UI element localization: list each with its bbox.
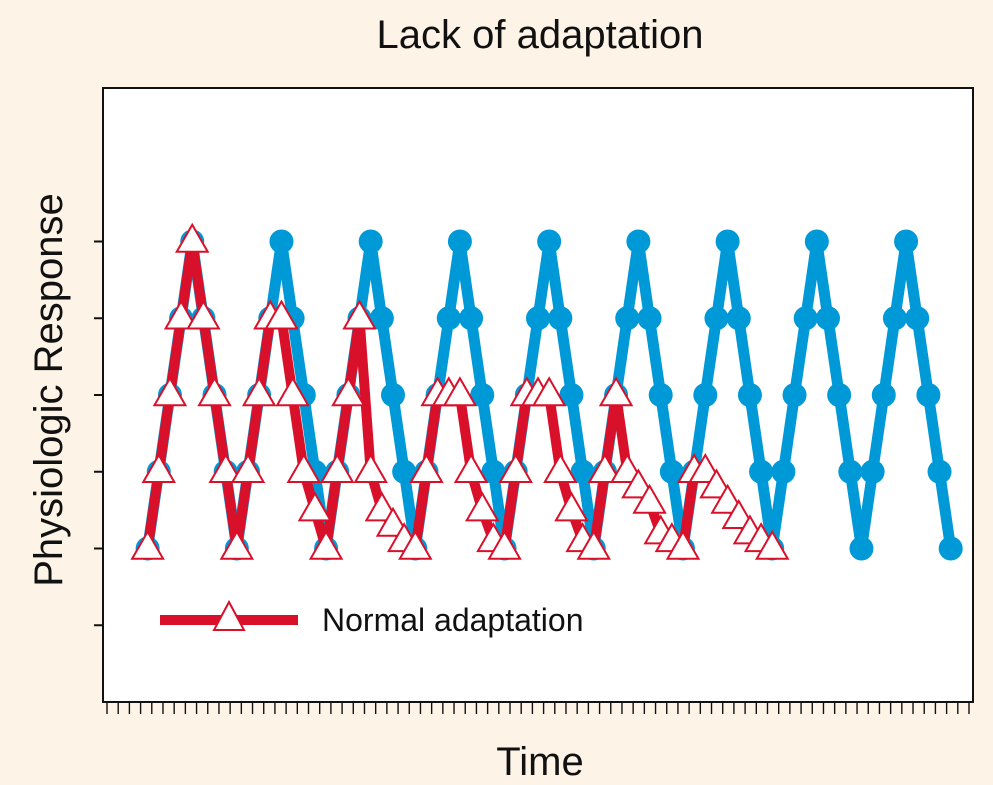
data-point-circle — [916, 383, 941, 407]
data-point-circle — [648, 383, 673, 407]
legend: Normal adaptation — [160, 599, 583, 638]
data-point-circle — [871, 383, 896, 407]
data-point-circle — [860, 459, 885, 484]
data-point-triangle — [264, 299, 299, 330]
data-point-triangle — [587, 453, 623, 484]
data-point-circle — [782, 383, 807, 407]
series-layer — [130, 222, 963, 561]
data-point-circle — [637, 306, 662, 331]
legend-label: Normal adaptation — [322, 602, 583, 638]
data-point-triangle — [498, 453, 533, 484]
data-point-circle — [481, 459, 506, 484]
data-point-circle — [737, 383, 762, 407]
data-point-circle — [470, 383, 495, 407]
data-point-circle — [726, 306, 751, 331]
data-point-triangle — [320, 453, 355, 484]
data-point-circle — [838, 459, 863, 484]
data-point-triangle — [442, 376, 478, 407]
data-point-triangle — [554, 491, 589, 522]
data-point-triangle — [755, 529, 790, 560]
data-point-circle — [894, 229, 919, 254]
data-point-triangle — [286, 453, 321, 484]
data-point-circle — [849, 536, 874, 561]
data-point-triangle — [275, 376, 310, 407]
data-point-triangle — [308, 529, 344, 560]
data-point-triangle — [632, 483, 667, 514]
data-point-circle — [827, 383, 852, 407]
data-point-circle — [793, 306, 818, 331]
data-point-triangle — [665, 529, 701, 560]
data-point-circle — [882, 306, 907, 331]
data-point-circle — [927, 459, 952, 484]
data-point-circle — [436, 306, 461, 331]
data-point-triangle — [543, 453, 578, 484]
data-point-circle — [905, 306, 930, 331]
data-point-circle — [615, 306, 640, 331]
data-point-triangle — [342, 299, 377, 330]
data-point-circle — [447, 229, 472, 254]
data-point-circle — [459, 306, 484, 331]
data-point-triangle — [576, 529, 611, 560]
data-point-circle — [749, 459, 774, 484]
data-point-triangle — [487, 529, 522, 560]
data-point-circle — [816, 306, 840, 331]
data-point-circle — [392, 459, 417, 484]
data-point-circle — [537, 229, 562, 254]
data-point-circle — [358, 229, 383, 254]
data-point-circle — [693, 383, 718, 407]
data-point-triangle — [163, 299, 199, 330]
data-point-triangle — [130, 529, 165, 560]
data-point-circle — [659, 459, 684, 484]
data-point-circle — [938, 536, 963, 561]
data-point-circle — [626, 229, 651, 254]
data-point-triangle — [141, 453, 176, 484]
data-point-triangle — [297, 491, 333, 522]
data-point-triangle — [331, 376, 366, 407]
data-point-triangle — [230, 453, 266, 484]
data-point-circle — [771, 459, 796, 484]
data-point-circle — [269, 229, 294, 254]
data-point-triangle — [598, 376, 634, 407]
y-axis-ticks — [94, 240, 103, 627]
data-point-triangle — [208, 453, 243, 484]
data-point-triangle — [409, 453, 444, 484]
data-point-triangle — [186, 299, 221, 330]
data-point-triangle — [197, 376, 232, 407]
data-point-circle — [548, 306, 573, 331]
data-point-triangle — [175, 222, 210, 253]
data-point-circle — [715, 229, 740, 254]
legend-triangle-marker — [212, 599, 246, 631]
data-point-triangle — [353, 453, 388, 484]
data-point-triangle — [465, 491, 500, 522]
x-axis-ticks — [106, 702, 970, 714]
data-point-circle — [381, 383, 405, 407]
x-axis-label: Time — [496, 740, 583, 784]
data-point-circle — [559, 383, 584, 407]
data-point-circle — [704, 306, 729, 331]
data-point-triangle — [241, 376, 277, 407]
data-point-circle — [570, 459, 595, 484]
data-point-triangle — [398, 529, 433, 560]
data-point-triangle — [531, 376, 567, 407]
y-axis-label: Physiologic Response — [27, 193, 71, 587]
data-point-triangle — [152, 376, 188, 407]
data-point-triangle — [453, 453, 489, 484]
data-point-triangle — [219, 529, 255, 560]
data-point-circle — [369, 306, 394, 331]
chart-title: Lack of adaptation — [377, 13, 704, 57]
data-point-circle — [804, 229, 829, 254]
data-point-circle — [526, 306, 550, 331]
